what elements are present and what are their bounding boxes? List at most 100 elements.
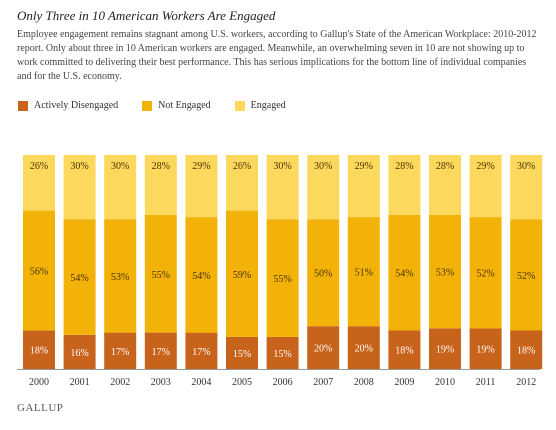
data-label-engaged-2002: 30% xyxy=(111,161,129,172)
x-tick-label-2007: 2007 xyxy=(313,377,333,388)
bar-not-engaged-2011 xyxy=(469,217,502,329)
bar-not-engaged-2005 xyxy=(226,210,258,337)
legend-item-actively-disengaged: Actively Disengaged xyxy=(18,100,118,111)
data-label-actively-disengaged-2000: 18% xyxy=(30,346,48,357)
x-tick-label-2005: 2005 xyxy=(232,377,252,388)
bar-engaged-2009 xyxy=(388,155,421,215)
legend: Actively Disengaged Not Engaged Engaged xyxy=(18,100,310,111)
data-label-engaged-2004: 29% xyxy=(192,161,210,172)
x-tick-label-2001: 2001 xyxy=(70,377,90,388)
bar-actively-disengaged-2003 xyxy=(144,332,177,369)
bar-not-engaged-2010 xyxy=(429,214,461,329)
data-label-not-engaged-2010: 53% xyxy=(436,268,454,279)
x-tick-label-2000: 2000 xyxy=(29,377,49,388)
bar-actively-disengaged-2002 xyxy=(104,332,137,369)
bar-not-engaged-2006 xyxy=(266,219,299,337)
bar-engaged-2000 xyxy=(23,155,55,211)
bar-not-engaged-2009 xyxy=(388,214,421,331)
bar-engaged-2011 xyxy=(469,155,502,218)
data-label-engaged-2001: 30% xyxy=(70,161,88,172)
legend-label-engaged: Engaged xyxy=(250,100,286,111)
data-label-not-engaged-2002: 53% xyxy=(111,272,129,283)
bar-engaged-2002 xyxy=(104,155,137,220)
bar-engaged-2004 xyxy=(185,155,218,218)
data-label-engaged-2000: 26% xyxy=(30,161,48,172)
bar-actively-disengaged-2010 xyxy=(429,328,461,369)
data-label-actively-disengaged-2011: 19% xyxy=(476,345,494,356)
bar-engaged-2005 xyxy=(226,155,258,211)
data-label-actively-disengaged-2005: 15% xyxy=(233,349,251,360)
bar-not-engaged-2003 xyxy=(144,214,177,333)
bar-actively-disengaged-2008 xyxy=(347,326,380,369)
bar-engaged-2008 xyxy=(347,155,380,218)
data-label-engaged-2010: 28% xyxy=(436,161,454,172)
bar-not-engaged-2007 xyxy=(307,219,340,327)
stacked-bar-chart: 18% 56% 26% 2000 16% 54% 30% 2001 17% 53% 30% 2002 1… xyxy=(17,155,543,388)
bar-actively-disengaged-2012 xyxy=(510,330,543,369)
data-label-not-engaged-2000: 56% xyxy=(30,267,48,278)
data-label-engaged-2011: 29% xyxy=(476,161,494,172)
data-label-actively-disengaged-2007: 20% xyxy=(314,344,332,355)
legend-item-engaged: Engaged xyxy=(234,100,286,111)
bar-engaged-2007 xyxy=(307,155,340,220)
bar-engaged-2010 xyxy=(429,155,461,215)
bar-actively-disengaged-2007 xyxy=(307,326,340,369)
data-label-actively-disengaged-2004: 17% xyxy=(192,347,210,358)
data-label-engaged-2009: 28% xyxy=(395,161,413,172)
legend-swatch-actively-disengaged xyxy=(18,100,28,111)
x-tick-label-2011: 2011 xyxy=(476,377,496,388)
bar-actively-disengaged-2011 xyxy=(469,328,502,369)
data-label-actively-disengaged-2008: 20% xyxy=(355,344,373,355)
gallup-logo: GALLUP xyxy=(17,402,64,414)
legend-item-not-engaged: Not Engaged xyxy=(142,100,211,111)
data-label-actively-disengaged-2012: 18% xyxy=(517,346,535,357)
data-label-engaged-2006: 30% xyxy=(273,161,291,172)
bar-actively-disengaged-2004 xyxy=(185,332,218,369)
bar-actively-disengaged-2009 xyxy=(388,330,421,369)
data-label-not-engaged-2004: 54% xyxy=(192,271,210,282)
data-label-actively-disengaged-2003: 17% xyxy=(152,347,170,358)
bar-actively-disengaged-2000 xyxy=(23,330,55,369)
data-label-not-engaged-2009: 54% xyxy=(395,269,413,280)
bar-engaged-2003 xyxy=(144,155,177,215)
data-label-engaged-2008: 29% xyxy=(355,161,373,172)
bar-engaged-2001 xyxy=(63,155,96,220)
legend-swatch-not-engaged xyxy=(142,100,153,111)
legend-label-not-engaged: Not Engaged xyxy=(158,100,211,111)
data-label-engaged-2005: 26% xyxy=(233,161,251,172)
bar-not-engaged-2002 xyxy=(104,219,137,333)
x-tick-label-2004: 2004 xyxy=(191,377,211,388)
data-label-engaged-2007: 30% xyxy=(314,161,332,172)
bar-actively-disengaged-2005 xyxy=(226,336,258,369)
x-tick-label-2008: 2008 xyxy=(354,377,374,388)
data-label-actively-disengaged-2001: 16% xyxy=(70,348,88,359)
x-tick-label-2009: 2009 xyxy=(394,377,414,388)
legend-swatch-engaged xyxy=(234,100,245,111)
bar-not-engaged-2000 xyxy=(23,210,55,331)
data-label-engaged-2003: 28% xyxy=(152,161,170,172)
bar-engaged-2012 xyxy=(510,155,543,220)
x-tick-label-2002: 2002 xyxy=(110,377,130,388)
chart-title: Only Three in 10 American Workers Are En… xyxy=(17,8,276,23)
x-tick-label-2006: 2006 xyxy=(273,377,293,388)
data-label-actively-disengaged-2009: 18% xyxy=(395,346,413,357)
data-label-not-engaged-2011: 52% xyxy=(476,269,494,280)
data-label-not-engaged-2012: 52% xyxy=(517,271,535,282)
bar-not-engaged-2004 xyxy=(185,217,218,333)
data-label-not-engaged-2006: 55% xyxy=(273,274,291,285)
bar-actively-disengaged-2001 xyxy=(63,334,96,369)
legend-label-actively-disengaged: Actively Disengaged xyxy=(34,100,119,111)
data-label-engaged-2012: 30% xyxy=(517,161,535,172)
bar-not-engaged-2008 xyxy=(347,217,380,327)
bar-actively-disengaged-2006 xyxy=(266,336,299,369)
data-label-actively-disengaged-2002: 17% xyxy=(111,347,129,358)
data-label-not-engaged-2005: 59% xyxy=(233,270,251,281)
data-label-actively-disengaged-2006: 15% xyxy=(273,349,291,360)
chart-description: Employee engagement remains stagnant amo… xyxy=(17,29,537,82)
bar-engaged-2006 xyxy=(266,155,299,220)
data-label-actively-disengaged-2010: 19% xyxy=(436,345,454,356)
data-label-not-engaged-2003: 55% xyxy=(152,270,170,281)
data-label-not-engaged-2007: 50% xyxy=(314,269,332,280)
bar-not-engaged-2001 xyxy=(63,219,96,335)
bar-not-engaged-2012 xyxy=(510,219,543,331)
